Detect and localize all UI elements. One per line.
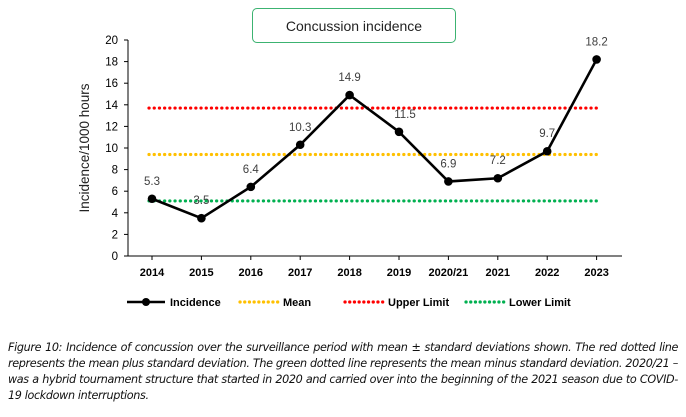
- x-tick-label: 2022: [535, 267, 559, 279]
- data-label: 3.5: [193, 195, 209, 207]
- y-tick-label: 16: [105, 78, 118, 90]
- data-label: 6.4: [243, 164, 260, 176]
- y-tick-label: 8: [112, 165, 118, 177]
- data-label: 6.9: [440, 158, 456, 170]
- y-tick-label: 18: [105, 57, 118, 69]
- y-tick-label: 10: [105, 143, 118, 155]
- x-tick-label: 2016: [239, 267, 263, 279]
- incidence-point: [394, 127, 404, 137]
- y-tick-label: 14: [105, 100, 118, 112]
- incidence-point: [147, 194, 157, 204]
- x-tick-label: 2015: [189, 267, 213, 279]
- incidence-point: [295, 140, 305, 150]
- legend-label-incidence: Incidence: [170, 297, 221, 309]
- incidence-line: [151, 58, 598, 220]
- legend-marker-incidence: [142, 298, 150, 306]
- x-tick-label: 2020/21: [429, 267, 469, 279]
- legend-label-lower-limit: Lower Limit: [509, 297, 571, 309]
- x-tick-label: 2017: [288, 267, 312, 279]
- legend-label-mean: Mean: [283, 297, 311, 309]
- chart: 0 2 4 6 8 10 12 14 16 18 20 2014 2015 2016 2017 2018 201…: [77, 35, 622, 309]
- figure-caption: Figure 10: Incidence of concussion over …: [8, 341, 678, 402]
- x-tick-label: 2014: [140, 267, 165, 279]
- incidence-point: [592, 55, 601, 64]
- data-label: 5.3: [144, 176, 160, 188]
- data-label: 14.9: [338, 72, 360, 84]
- y-tick-label: 0: [112, 251, 118, 263]
- data-label: 18.2: [585, 36, 607, 48]
- incidence-point: [444, 177, 453, 186]
- x-tick-label: 2023: [584, 267, 608, 279]
- incidence-point: [246, 182, 256, 192]
- data-label: 11.5: [394, 109, 416, 121]
- x-tick-label: 2021: [486, 267, 510, 279]
- y-axis-label: Incidence/1000 hours: [77, 83, 92, 212]
- incidence-point: [493, 173, 503, 183]
- y-tick-label: 4: [112, 208, 119, 220]
- chart-title: Concussion incidence: [252, 8, 456, 43]
- y-tick-label: 2: [112, 229, 118, 241]
- data-label: 7.2: [490, 155, 506, 167]
- data-label: 9.7: [539, 128, 555, 140]
- y-tick-label: 12: [105, 121, 118, 133]
- y-tick-label: 6: [112, 186, 118, 198]
- incidence-point: [542, 146, 552, 156]
- incidence-point: [197, 213, 206, 223]
- x-tick-label: 2018: [337, 267, 361, 279]
- legend-label-upper-limit: Upper Limit: [388, 297, 449, 309]
- incidence-point: [345, 90, 354, 100]
- data-label: 10.3: [289, 122, 311, 134]
- x-tick-label: 2019: [387, 267, 411, 279]
- y-tick-label: 20: [105, 35, 118, 47]
